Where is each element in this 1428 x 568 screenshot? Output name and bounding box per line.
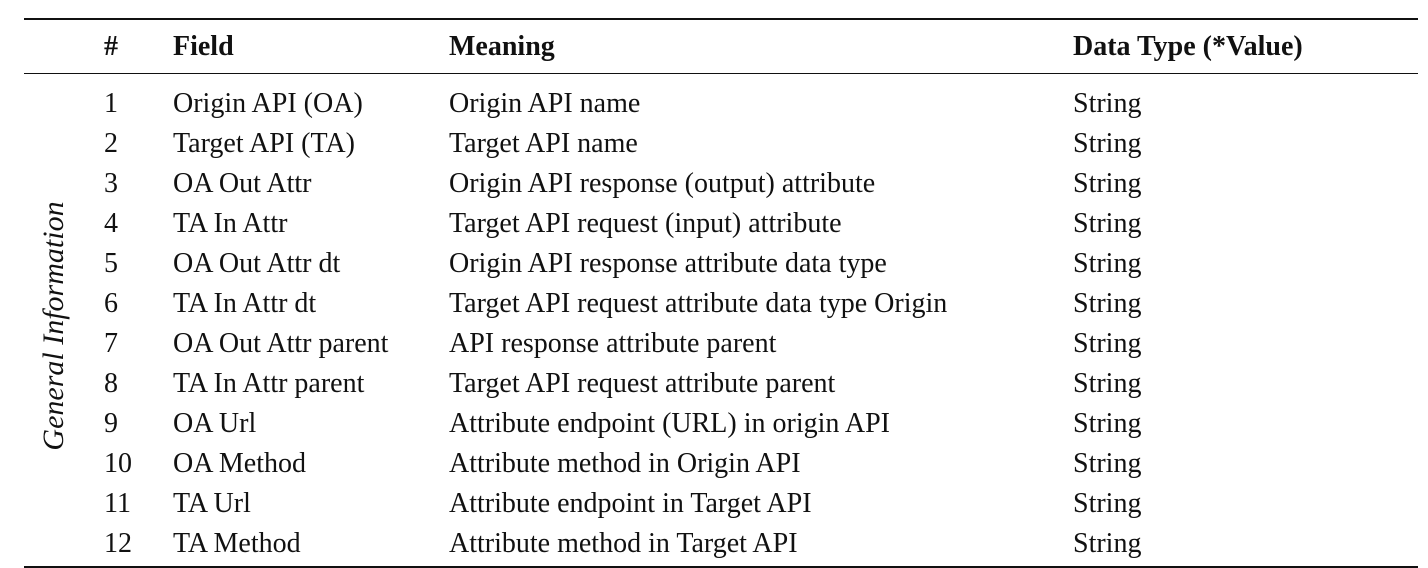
row-number: 2 [104, 128, 118, 159]
row-meaning: Origin API response attribute data type [449, 248, 887, 279]
row-field: TA Method [173, 528, 301, 559]
row-data-type: String [1073, 288, 1142, 319]
row-data-type: String [1073, 168, 1142, 199]
row-number: 1 [104, 88, 118, 119]
row-meaning: Target API request attribute parent [449, 368, 836, 399]
row-data-type: String [1073, 128, 1142, 159]
table-bottom-rule [24, 566, 1418, 568]
table-row: 3 OA Out Attr Origin API response (outpu… [0, 164, 1428, 204]
table-row: 11 TA Url Attribute endpoint in Target A… [0, 484, 1428, 524]
row-field: TA In Attr parent [173, 368, 365, 399]
row-number: 7 [104, 328, 118, 359]
table-row: 2 Target API (TA) Target API name String [0, 124, 1428, 164]
row-number: 6 [104, 288, 118, 319]
row-number: 9 [104, 408, 118, 439]
row-field: TA Url [173, 488, 251, 519]
row-number: 4 [104, 208, 118, 239]
table-row: 1 Origin API (OA) Origin API name String [0, 84, 1428, 124]
row-meaning: Target API name [449, 128, 638, 159]
row-field: Origin API (OA) [173, 88, 363, 119]
header-field: Field [173, 31, 234, 62]
row-meaning: Target API request (input) attribute [449, 208, 842, 239]
row-meaning: API response attribute parent [449, 328, 777, 359]
row-number: 3 [104, 168, 118, 199]
row-data-type: String [1073, 488, 1142, 519]
row-meaning: Origin API name [449, 88, 641, 119]
row-data-type: String [1073, 448, 1142, 479]
row-number: 12 [104, 528, 132, 559]
row-data-type: String [1073, 208, 1142, 239]
table-row: 9 OA Url Attribute endpoint (URL) in ori… [0, 404, 1428, 444]
header-data-type: Data Type (*Value) [1073, 31, 1303, 62]
header-number: # [104, 31, 118, 62]
row-meaning: Origin API response (output) attribute [449, 168, 876, 199]
table-row: 5 OA Out Attr dt Origin API response att… [0, 244, 1428, 284]
table-row: 6 TA In Attr dt Target API request attri… [0, 284, 1428, 324]
row-meaning: Attribute method in Origin API [449, 448, 801, 479]
row-number: 11 [104, 488, 131, 519]
row-meaning: Attribute method in Target API [449, 528, 798, 559]
row-meaning: Attribute endpoint (URL) in origin API [449, 408, 890, 439]
row-data-type: String [1073, 408, 1142, 439]
table-header-rule [24, 73, 1418, 74]
row-field: OA Method [173, 448, 306, 479]
header-meaning: Meaning [449, 31, 555, 62]
table-top-rule [24, 18, 1418, 20]
row-number: 8 [104, 368, 118, 399]
table-header-row: # Field Meaning Data Type (*Value) [0, 27, 1428, 71]
row-field: OA Out Attr dt [173, 248, 341, 279]
row-data-type: String [1073, 88, 1142, 119]
row-field: TA In Attr [173, 208, 288, 239]
row-data-type: String [1073, 368, 1142, 399]
row-meaning: Target API request attribute data type O… [449, 288, 948, 319]
table-row: 7 OA Out Attr parent API response attrib… [0, 324, 1428, 364]
table-body: 1 Origin API (OA) Origin API name String… [0, 84, 1428, 564]
row-data-type: String [1073, 528, 1142, 559]
table-row: 8 TA In Attr parent Target API request a… [0, 364, 1428, 404]
row-data-type: String [1073, 248, 1142, 279]
row-field: OA Out Attr [173, 168, 312, 199]
row-number: 10 [104, 448, 132, 479]
table-row: 4 TA In Attr Target API request (input) … [0, 204, 1428, 244]
table-row: 12 TA Method Attribute method in Target … [0, 524, 1428, 564]
row-meaning: Attribute endpoint in Target API [449, 488, 812, 519]
row-field: TA In Attr dt [173, 288, 317, 319]
row-data-type: String [1073, 328, 1142, 359]
table-row: 10 OA Method Attribute method in Origin … [0, 444, 1428, 484]
row-field: OA Url [173, 408, 257, 439]
row-field: OA Out Attr parent [173, 328, 389, 359]
row-field: Target API (TA) [173, 128, 355, 159]
row-number: 5 [104, 248, 118, 279]
